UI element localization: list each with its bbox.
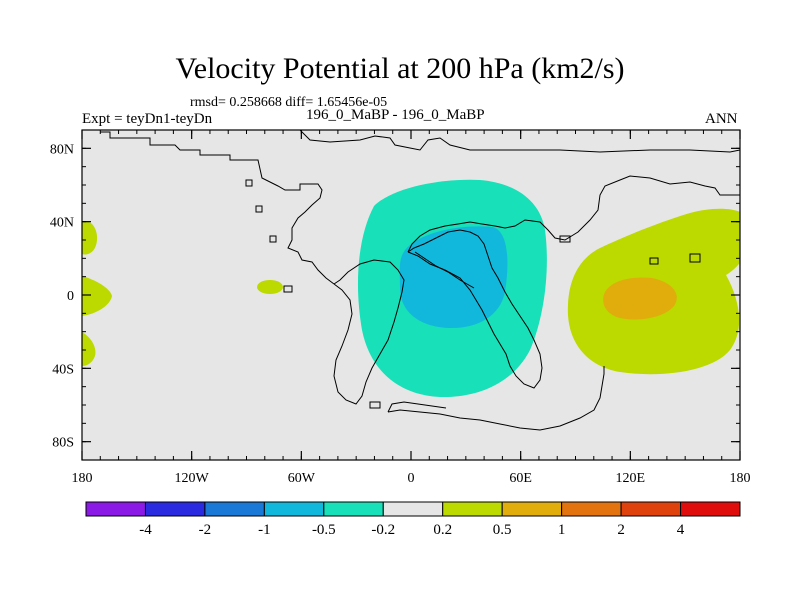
negative-core-africa xyxy=(400,226,508,328)
x-tick-label: 180 xyxy=(72,471,93,486)
colorbar-swatch xyxy=(681,502,740,516)
colorbar-swatch xyxy=(205,502,264,516)
y-tick-label: 80N xyxy=(50,142,74,157)
positive-patch-pacific xyxy=(257,280,283,294)
colorbar-label: -4 xyxy=(139,522,152,538)
x-tick-label: 60E xyxy=(509,471,532,486)
colorbar-label: 2 xyxy=(617,522,625,538)
colorbar-label: -1 xyxy=(258,522,271,538)
colorbar-swatch xyxy=(324,502,383,516)
colorbar-swatch xyxy=(502,502,561,516)
colorbar-swatch xyxy=(86,502,145,516)
x-tick-label: 180 xyxy=(730,471,751,486)
y-tick-label: 40S xyxy=(52,362,74,377)
x-tick-label: 120W xyxy=(175,471,210,486)
colorbar-swatch xyxy=(443,502,502,516)
colorbar-label: 4 xyxy=(677,522,685,538)
colorbar-label: 0.5 xyxy=(493,522,512,538)
colorbar-swatch xyxy=(621,502,680,516)
colorbar-label: -2 xyxy=(199,522,212,538)
colorbar-swatch xyxy=(562,502,621,516)
y-tick-label: 40N xyxy=(50,216,74,231)
colorbar-label: 0.2 xyxy=(433,522,452,538)
y-tick-label: 80S xyxy=(52,436,74,451)
colorbar-label: -0.5 xyxy=(312,522,336,538)
colorbar-swatch xyxy=(264,502,323,516)
colorbar-swatch xyxy=(383,502,442,516)
colorbar-label: 1 xyxy=(558,522,566,538)
x-tick-label: 120E xyxy=(616,471,646,486)
colorbar-swatch xyxy=(145,502,204,516)
velocity-potential-map: 180 120W 60W 0 60E 120E 180 80N 40N 0 40S 80S -4 -2 -1… xyxy=(0,0,800,600)
y-tick-label: 0 xyxy=(67,289,74,304)
colorbar-label: -0.2 xyxy=(371,522,395,538)
x-tick-label: 0 xyxy=(408,471,415,486)
x-tick-label: 60W xyxy=(288,471,316,486)
